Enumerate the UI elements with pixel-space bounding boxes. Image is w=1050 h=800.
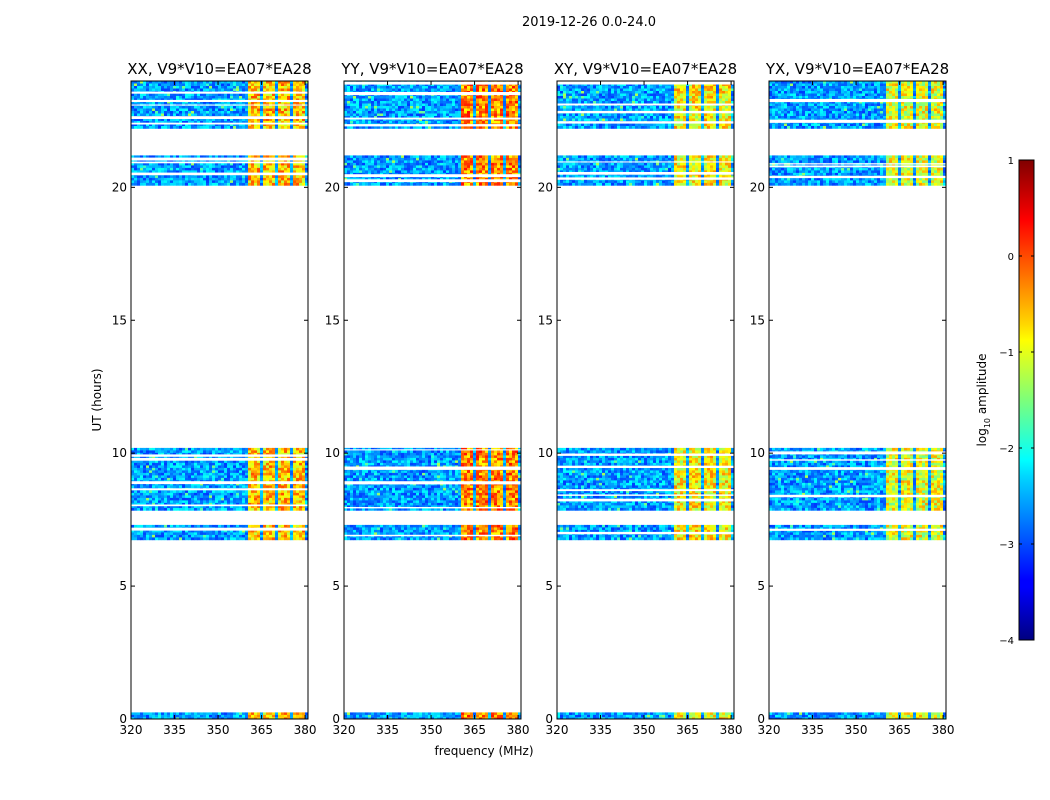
x-tick-label: 335 bbox=[801, 723, 824, 737]
y-tick-label: 15 bbox=[538, 313, 553, 327]
colorbar-label: log10 amplitude bbox=[975, 354, 992, 447]
panel-2-frame bbox=[343, 80, 522, 720]
x-tick-label: 320 bbox=[120, 723, 143, 737]
panel-2-heatmap bbox=[344, 81, 521, 719]
y-tick-label: 5 bbox=[119, 579, 127, 593]
x-tick-label: 335 bbox=[163, 723, 186, 737]
y-tick-label: 20 bbox=[750, 180, 765, 194]
y-axis-label: UT (hours) bbox=[90, 368, 104, 431]
y-tick-label: 20 bbox=[112, 180, 127, 194]
panel-3: XY, V9*V10=EA07*EA28 320 335 350 365 380 0 5 10 1… bbox=[538, 60, 743, 737]
x-tick-label: 380 bbox=[932, 723, 955, 737]
y-tick-label: 20 bbox=[538, 180, 553, 194]
x-tick-label: 380 bbox=[507, 723, 530, 737]
y-tick-label: 15 bbox=[750, 313, 765, 327]
y-tick-label: 20 bbox=[325, 180, 340, 194]
y-tick-label: 10 bbox=[538, 446, 553, 460]
colorbar-tick-label: −4 bbox=[999, 636, 1014, 647]
y-tick-label: 15 bbox=[112, 313, 127, 327]
colorbar-tick-label: −1 bbox=[999, 348, 1014, 359]
panel-1-title: XX, V9*V10=EA07*EA28 bbox=[127, 60, 311, 78]
x-tick-label: 350 bbox=[845, 723, 868, 737]
panel-4: YX, V9*V10=EA07*EA28 320 335 350 365 380 0 5 10 1… bbox=[750, 60, 955, 737]
x-tick-label: 365 bbox=[463, 723, 486, 737]
x-tick-label: 320 bbox=[758, 723, 781, 737]
colorbar-label-subscript: 10 bbox=[983, 418, 992, 428]
panel-3-heatmap bbox=[557, 81, 734, 719]
x-tick-label: 365 bbox=[250, 723, 273, 737]
y-tick-label: 15 bbox=[325, 313, 340, 327]
y-tick-label: 0 bbox=[119, 712, 127, 726]
y-tick-label: 5 bbox=[545, 579, 553, 593]
y-tick-label: 10 bbox=[750, 446, 765, 460]
x-tick-label: 365 bbox=[676, 723, 699, 737]
panel-4-heatmap bbox=[769, 81, 946, 719]
x-tick-label: 365 bbox=[888, 723, 911, 737]
colorbar-label-rest: amplitude bbox=[975, 354, 989, 418]
colorbar: −4 −3 −2 −1 0 1 log10 amplitude bbox=[975, 156, 1035, 647]
colorbar-gradient bbox=[1018, 159, 1035, 641]
x-tick-label: 350 bbox=[207, 723, 230, 737]
x-tick-label: 350 bbox=[633, 723, 656, 737]
y-tick-label: 0 bbox=[545, 712, 553, 726]
x-axis-label: frequency (MHz) bbox=[434, 744, 533, 758]
y-tick-label: 0 bbox=[332, 712, 340, 726]
y-tick-label: 5 bbox=[332, 579, 340, 593]
panel-3-title: XY, V9*V10=EA07*EA28 bbox=[554, 60, 737, 78]
colorbar-tick-label: −3 bbox=[999, 540, 1014, 551]
panel-4-title: YX, V9*V10=EA07*EA28 bbox=[765, 60, 949, 78]
x-tick-label: 380 bbox=[720, 723, 743, 737]
y-tick-label: 5 bbox=[757, 579, 765, 593]
x-tick-label: 335 bbox=[376, 723, 399, 737]
x-tick-label: 335 bbox=[589, 723, 612, 737]
panel-1-heatmap bbox=[131, 81, 308, 719]
y-tick-label: 10 bbox=[112, 446, 127, 460]
y-tick-label: 10 bbox=[325, 446, 340, 460]
colorbar-tick-label: 0 bbox=[1008, 252, 1014, 263]
x-tick-label: 320 bbox=[333, 723, 356, 737]
figure-suptitle: 2019-12-26 0.0-24.0 bbox=[522, 15, 656, 30]
colorbar-tick-label: −2 bbox=[999, 444, 1014, 455]
panel-4-frame bbox=[768, 80, 947, 720]
colorbar-tick-label: 1 bbox=[1008, 156, 1014, 167]
y-tick-label: 0 bbox=[757, 712, 765, 726]
x-tick-label: 320 bbox=[546, 723, 569, 737]
x-tick-label: 380 bbox=[294, 723, 317, 737]
panel-1-frame bbox=[130, 80, 309, 720]
colorbar-label-base: log bbox=[975, 428, 989, 446]
panel-1: XX, V9*V10=EA07*EA28 320 335 350 365 380 0 5 10 1… bbox=[112, 60, 317, 737]
panel-3-frame bbox=[556, 80, 735, 720]
x-tick-label: 350 bbox=[420, 723, 443, 737]
panel-2: YY, V9*V10=EA07*EA28 320 335 350 365 380 0 5 10 1… bbox=[325, 60, 530, 737]
panel-2-title: YY, V9*V10=EA07*EA28 bbox=[340, 60, 523, 78]
